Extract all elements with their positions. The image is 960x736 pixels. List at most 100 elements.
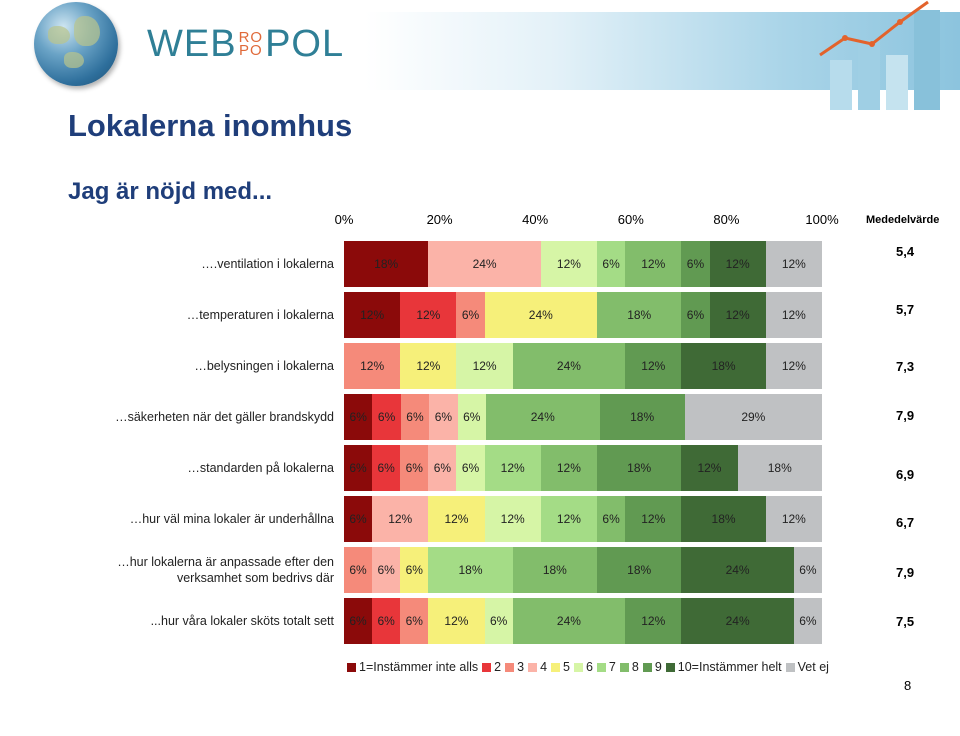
data-label: 6%: [349, 461, 367, 475]
logo-text-ro-po: RO PO: [238, 29, 264, 59]
mean-value: 5,7: [896, 302, 915, 317]
data-label: 12%: [500, 512, 525, 526]
data-label: 18%: [458, 563, 483, 577]
bar-row: 12% 12% 12% 24% 12% 18% 12%: [344, 343, 822, 389]
data-label: 6%: [463, 410, 481, 424]
header-band: [0, 12, 960, 90]
data-label: 18%: [627, 461, 652, 475]
data-label: 12%: [388, 512, 413, 526]
bar-segment: 12%: [484, 496, 541, 542]
legend-label: 5: [563, 660, 570, 674]
legend-item: 9: [642, 660, 662, 674]
data-label: 12%: [556, 512, 581, 526]
bar-segment: 18%: [428, 547, 513, 593]
bar-segment: 12%: [765, 343, 822, 389]
bar-segment: 6%: [344, 598, 373, 644]
data-label: 18%: [627, 563, 652, 577]
data-label: 18%: [711, 512, 736, 526]
bar-segment: 6%: [456, 445, 485, 491]
x-tick-label: 80%: [713, 212, 740, 227]
data-label: 6%: [349, 563, 367, 577]
bar-segment: 24%: [681, 598, 794, 644]
data-label: 18%: [767, 461, 792, 475]
bar-segment: 6%: [344, 496, 373, 542]
category-label: …belysningen i lokalerna: [194, 359, 334, 373]
mean-column-header: Mededelvärde: [866, 214, 940, 226]
data-label: 12%: [556, 461, 581, 475]
bar-segment: 18%: [597, 292, 682, 338]
legend-label: 1=Instämmer inte alls: [359, 660, 479, 674]
legend-label: 7: [608, 660, 616, 674]
legend-label: 2: [494, 660, 502, 674]
decorative-bar-graphic: [819, 0, 940, 110]
globe-logo-image: [34, 2, 118, 86]
bar-segment: 12%: [344, 343, 401, 389]
bar-segment: 12%: [428, 598, 485, 644]
data-label: 24%: [556, 359, 581, 373]
bar-segment: 29%: [684, 394, 822, 440]
data-label: 24%: [725, 614, 750, 628]
data-label: 24%: [556, 614, 581, 628]
category-label: …standarden på lokalerna: [187, 461, 334, 475]
data-label: 12%: [781, 257, 806, 271]
data-label: 12%: [444, 512, 469, 526]
bar-segment: 18%: [597, 445, 682, 491]
data-label: 6%: [377, 614, 395, 628]
bar-segment: 6%: [456, 292, 485, 338]
bar-segment: 12%: [540, 445, 598, 491]
legend-swatch: [642, 662, 652, 672]
data-label: 12%: [725, 257, 750, 271]
bar-segment: 6%: [681, 241, 710, 287]
category-label: …temperaturen i lokalerna: [186, 308, 334, 322]
bar-segment: 6%: [793, 547, 822, 593]
bar-segment: 6%: [372, 394, 401, 440]
data-label: 12%: [781, 359, 806, 373]
legend-label: 4: [540, 660, 548, 674]
data-label: 18%: [542, 563, 567, 577]
bar-row: 6% 12% 12% 12% 12% 6% 12% 18% 12%: [344, 496, 822, 542]
bar-segment: 12%: [540, 496, 598, 542]
bar-row: 6% 6% 6% 12% 6% 24% 12% 24% 6%: [344, 598, 822, 644]
data-label: 6%: [434, 410, 453, 424]
bar-segment: 12%: [456, 343, 513, 389]
data-label: 12%: [472, 359, 497, 373]
bar-segment: 24%: [484, 292, 598, 338]
data-label: 12%: [416, 308, 441, 322]
data-label: 6%: [799, 614, 817, 628]
data-label: 6%: [433, 461, 452, 475]
category-label: …säkerheten när det gäller brandskydd: [115, 410, 334, 424]
bar-segment: 6%: [372, 547, 401, 593]
data-label: 12%: [500, 461, 525, 475]
legend-item: 3: [505, 660, 524, 674]
legend-swatch: [665, 662, 675, 672]
bar-segment: 12%: [400, 292, 457, 338]
bar-segment: 6%: [793, 598, 822, 644]
bar-segment: 6%: [400, 394, 430, 440]
legend-item: 1=Instämmer inte alls: [347, 660, 478, 674]
x-tick-label: 100%: [805, 212, 839, 227]
bar-segment: 18%: [597, 547, 682, 593]
category-label: …hur lokalerna är anpassade efter den ve…: [117, 555, 334, 585]
data-label: 18%: [711, 359, 736, 373]
data-label: 6%: [406, 410, 424, 424]
logo-text-web: WEB: [147, 22, 237, 65]
mean-value: 6,9: [896, 467, 915, 482]
legend-label: 10=Instämmer helt: [677, 660, 782, 674]
bar-segment: 18%: [737, 445, 822, 491]
legend-swatch: [482, 662, 492, 672]
bar-segment: 12%: [625, 598, 682, 644]
bar-segment: 12%: [709, 241, 766, 287]
data-label: 6%: [405, 563, 423, 577]
data-label: 6%: [405, 614, 423, 628]
bar-segment: 6%: [597, 496, 626, 542]
legend-swatch: [785, 662, 795, 672]
bar-segment: 12%: [400, 343, 457, 389]
data-label: 6%: [686, 257, 705, 271]
webropol-logo: WEB RO PO POL: [147, 22, 344, 65]
mean-value: 7,9: [896, 565, 915, 580]
data-label: 12%: [725, 308, 750, 322]
mean-value: 7,3: [896, 359, 915, 374]
legend-swatch: [573, 662, 583, 672]
bar-segment: 12%: [625, 343, 682, 389]
data-label: 6%: [602, 512, 620, 526]
